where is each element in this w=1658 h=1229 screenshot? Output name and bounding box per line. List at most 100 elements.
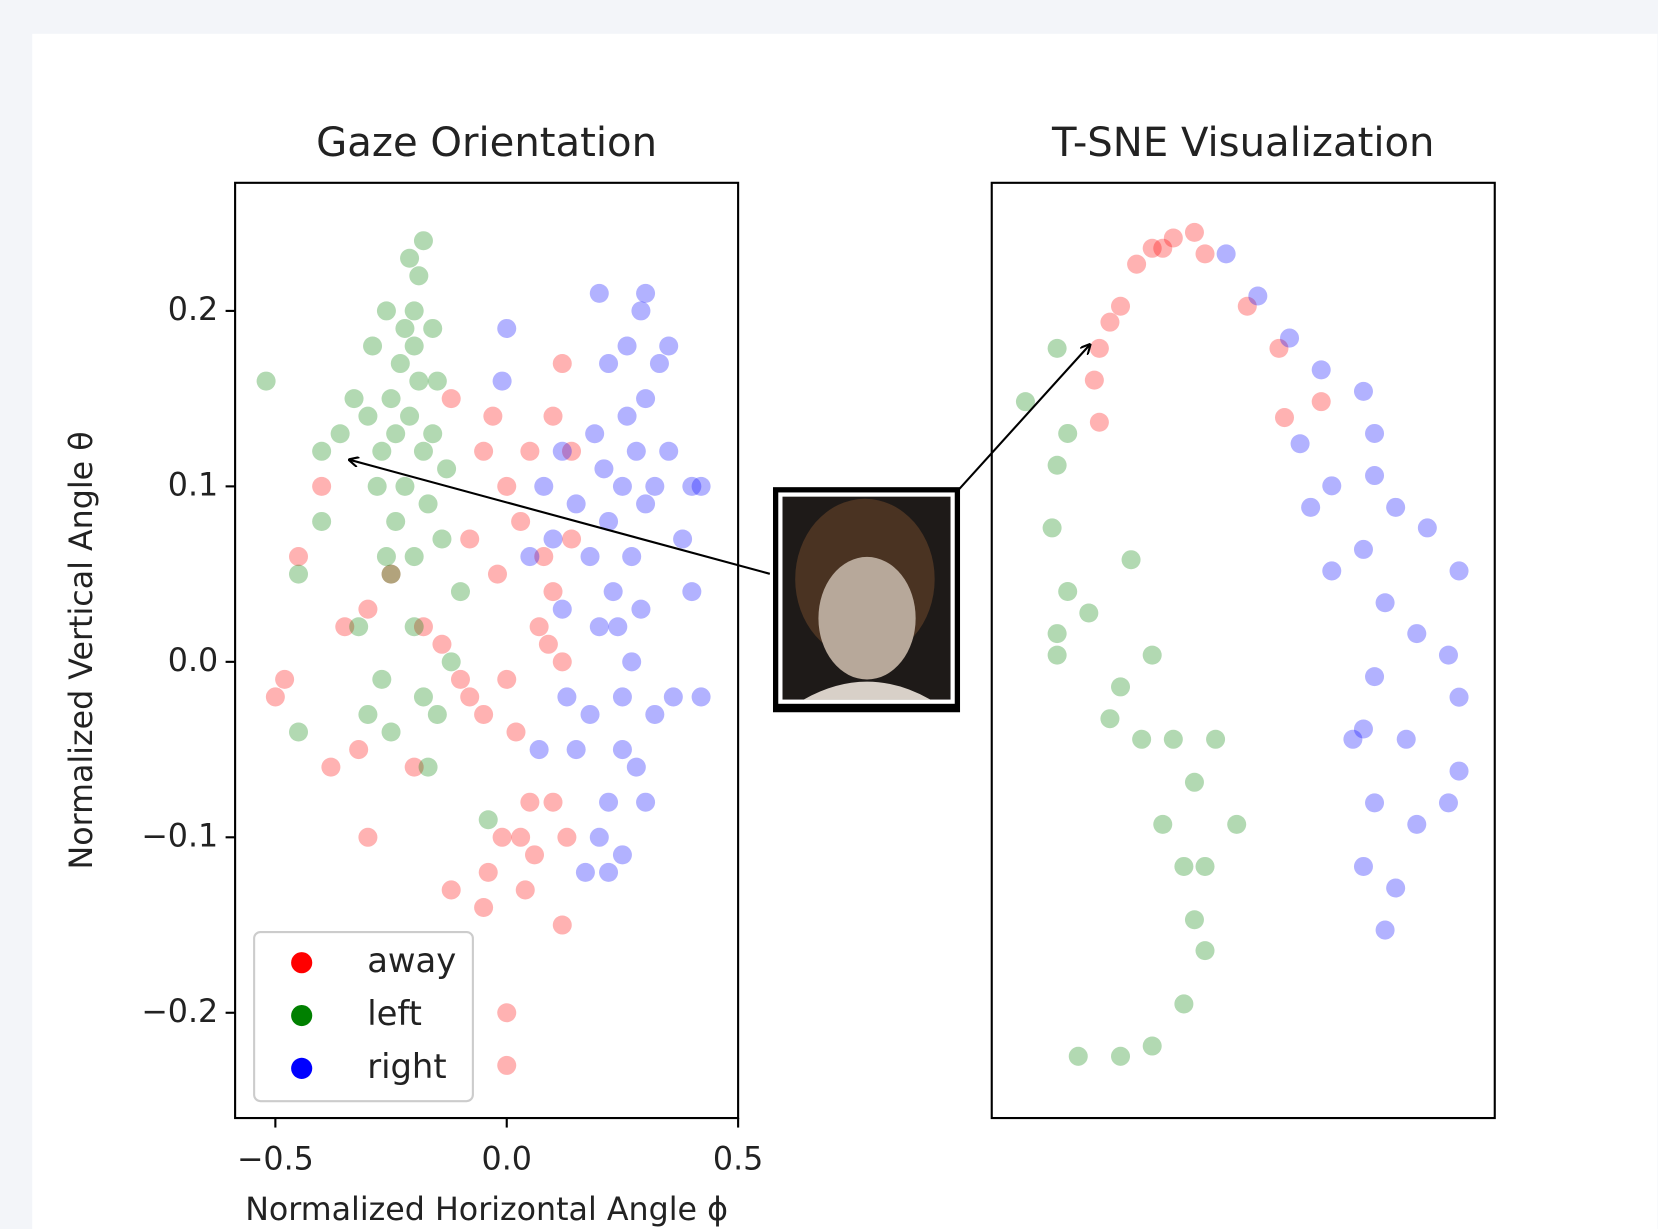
- point: [1122, 550, 1141, 569]
- point: [312, 442, 331, 461]
- point: [1312, 392, 1331, 411]
- point: [1132, 730, 1151, 749]
- point: [423, 424, 442, 443]
- point: [636, 793, 655, 812]
- point: [1407, 815, 1426, 834]
- point: [553, 354, 572, 373]
- point: [627, 758, 646, 777]
- point: [497, 319, 516, 338]
- point: [1365, 667, 1384, 686]
- chart-title: Gaze Orientation: [316, 120, 657, 166]
- face-inset: [773, 487, 960, 712]
- point: [275, 670, 294, 689]
- point: [432, 635, 451, 654]
- point: [1365, 793, 1384, 812]
- point: [544, 407, 563, 426]
- point: [1365, 466, 1384, 485]
- point: [1354, 857, 1373, 876]
- point: [1280, 329, 1299, 348]
- point: [497, 477, 516, 496]
- point: [1111, 677, 1130, 696]
- point: [1439, 646, 1458, 665]
- point: [479, 810, 498, 829]
- point: [636, 494, 655, 513]
- point: [618, 336, 637, 355]
- point: [497, 670, 516, 689]
- point: [604, 582, 623, 601]
- point: [659, 336, 678, 355]
- point: [1143, 1037, 1162, 1056]
- point: [497, 1003, 516, 1022]
- point: [483, 407, 502, 426]
- point: [1048, 456, 1067, 475]
- point: [1196, 941, 1215, 960]
- point: [1143, 646, 1162, 665]
- point: [1376, 593, 1395, 612]
- point: [493, 828, 512, 847]
- point: [516, 880, 535, 899]
- point: [358, 600, 377, 619]
- point: [553, 652, 572, 671]
- point: [493, 372, 512, 391]
- point: [534, 477, 553, 496]
- y-tick-label: 0.2: [168, 292, 218, 328]
- point: [1043, 518, 1062, 537]
- point: [460, 529, 479, 548]
- legend-marker: [291, 1058, 312, 1079]
- point: [289, 565, 308, 584]
- point: [414, 442, 433, 461]
- point: [599, 793, 618, 812]
- point: [1275, 408, 1294, 427]
- legend-label: right: [367, 1047, 446, 1086]
- point: [1174, 994, 1193, 1013]
- point: [530, 617, 549, 636]
- point: [1048, 646, 1067, 665]
- page: {"chart_data": [ {"type": "scatter", "ti…: [0, 0, 1658, 1229]
- point: [581, 705, 600, 724]
- point: [423, 319, 442, 338]
- point: [363, 336, 382, 355]
- point: [525, 845, 544, 864]
- point: [1322, 561, 1341, 580]
- legend-label: away: [367, 941, 456, 980]
- point: [409, 372, 428, 391]
- point: [590, 828, 609, 847]
- point: [1048, 339, 1067, 358]
- point: [312, 512, 331, 531]
- point: [1127, 255, 1146, 274]
- point: [437, 459, 456, 478]
- point: [1085, 371, 1104, 390]
- point: [451, 582, 470, 601]
- point: [428, 372, 447, 391]
- point: [1185, 223, 1204, 242]
- point: [419, 494, 438, 513]
- point: [358, 828, 377, 847]
- point: [1196, 857, 1215, 876]
- point: [585, 424, 604, 443]
- y-tick-label: 0.0: [168, 643, 218, 679]
- point: [539, 635, 558, 654]
- point: [673, 529, 692, 548]
- point: [576, 863, 595, 882]
- point: [1196, 244, 1215, 263]
- point: [581, 547, 600, 566]
- point: [1301, 498, 1320, 517]
- point: [636, 284, 655, 303]
- x-tick-label: −0.5: [237, 1141, 314, 1177]
- point: [312, 477, 331, 496]
- point: [608, 617, 627, 636]
- point: [395, 319, 414, 338]
- point: [432, 529, 451, 548]
- point: [358, 407, 377, 426]
- point: [544, 529, 563, 548]
- point: [557, 687, 576, 706]
- point: [1217, 244, 1236, 263]
- point: [511, 828, 530, 847]
- point: [400, 407, 419, 426]
- point: [506, 723, 525, 742]
- point: [590, 284, 609, 303]
- point: [1227, 815, 1246, 834]
- point: [1354, 382, 1373, 401]
- legend-marker: [291, 952, 312, 973]
